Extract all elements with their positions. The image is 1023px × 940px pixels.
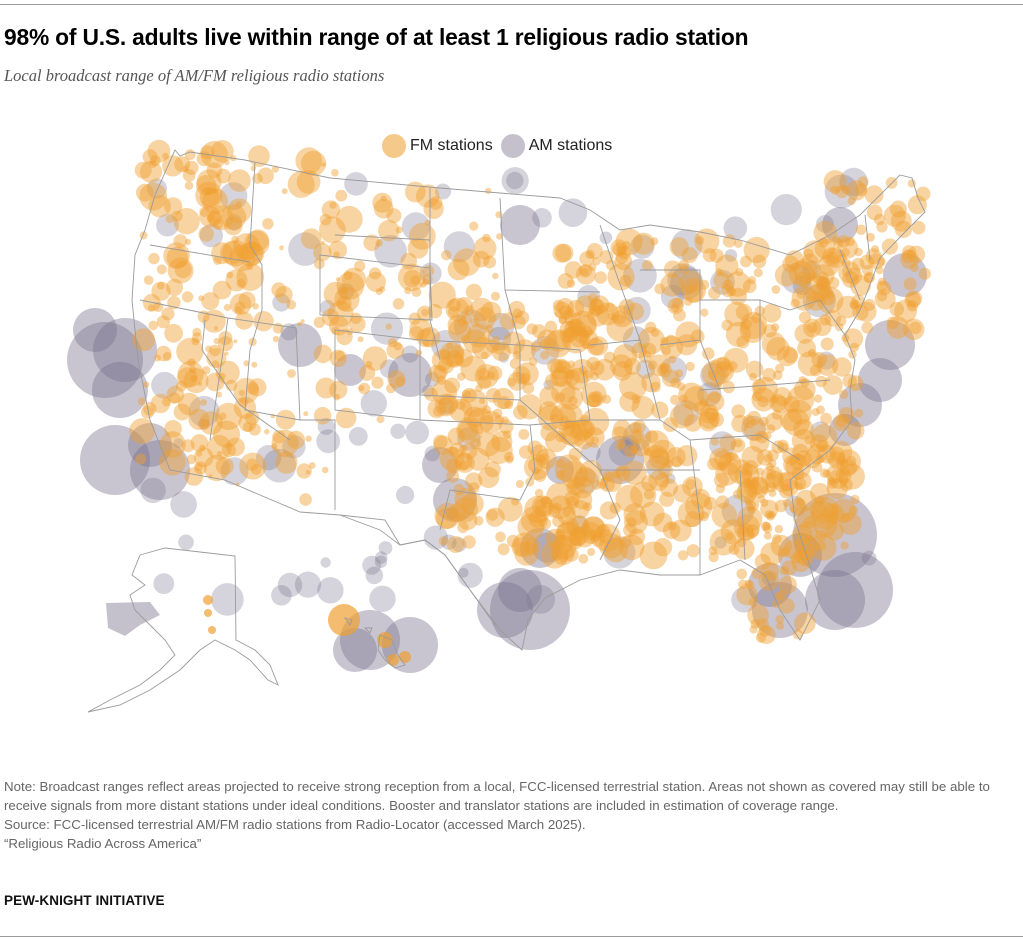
state-borders: [87, 149, 926, 713]
bottom-rule: [0, 936, 1023, 937]
note-text: Note: Broadcast ranges reflect areas pro…: [4, 779, 990, 813]
hawaii-outline: [377, 634, 406, 669]
us-outline: [131, 149, 926, 651]
am-swatch-icon: [500, 134, 525, 158]
am-coverage-layer: [67, 167, 927, 673]
brand-label: PEW-KNIGHT INITIATIVE: [4, 893, 165, 908]
legend-label-am: AM stations: [528, 137, 613, 154]
chart-subtitle: Local broadcast range of AM/FM religious…: [4, 66, 385, 85]
legend-label-fm: FM stations: [410, 137, 493, 154]
top-rule: [0, 4, 1023, 5]
chart-notes: Note: Broadcast ranges reflect areas pro…: [4, 777, 1019, 853]
fm-swatch-icon: [382, 134, 406, 158]
coverage-map: [67, 139, 932, 713]
alaska-outline: [87, 547, 279, 713]
map-legend: FM stations AM stations: [382, 134, 620, 158]
source-text: Source: FCC-licensed terrestrial AM/FM r…: [4, 817, 586, 832]
legend-item-fm: FM stations: [382, 134, 493, 158]
chart-title: 98% of U.S. adults live within range of …: [4, 24, 749, 50]
legend-item-am: AM stations: [500, 134, 613, 158]
report-title: “Religious Radio Across America”: [4, 836, 202, 851]
